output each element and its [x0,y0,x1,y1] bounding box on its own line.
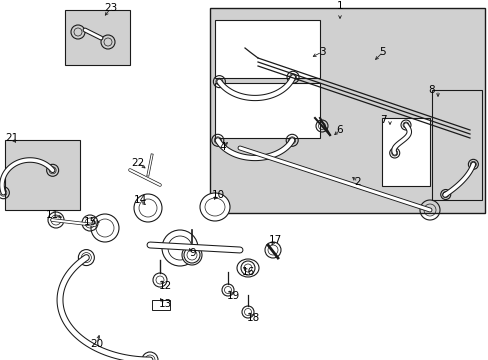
Bar [215,83,319,138]
Text: 20: 20 [90,339,103,349]
Text: 23: 23 [104,3,118,13]
Text: 9: 9 [189,248,196,258]
Text: 4: 4 [219,142,226,152]
Text: 3: 3 [318,47,325,57]
Text: 11: 11 [45,210,59,220]
Text: 19: 19 [226,291,239,301]
Text: 8: 8 [428,85,434,95]
Bar [215,20,319,78]
Text: 1: 1 [336,1,343,11]
Text: 5: 5 [379,47,386,57]
Text: 18: 18 [246,313,259,323]
Text: 12: 12 [158,281,171,291]
Bar [209,8,484,213]
Bar [152,300,170,310]
Bar [381,118,429,186]
Text: 22: 22 [131,158,144,168]
Text: 2: 2 [354,177,361,187]
Text: 21: 21 [5,133,19,143]
Ellipse shape [204,198,224,216]
Text: 7: 7 [379,115,386,125]
Ellipse shape [182,245,202,265]
Circle shape [168,236,192,260]
Text: 13: 13 [158,299,171,309]
Text: 6: 6 [336,125,343,135]
Circle shape [162,230,198,266]
Ellipse shape [200,193,229,221]
Bar [5,140,80,210]
Text: 10: 10 [211,190,224,200]
Ellipse shape [237,259,259,277]
Bar [65,10,130,65]
Bar [431,90,481,200]
Text: 16: 16 [241,267,254,277]
Text: 17: 17 [268,235,281,245]
Text: 15: 15 [83,217,97,227]
Text: 14: 14 [133,195,146,205]
